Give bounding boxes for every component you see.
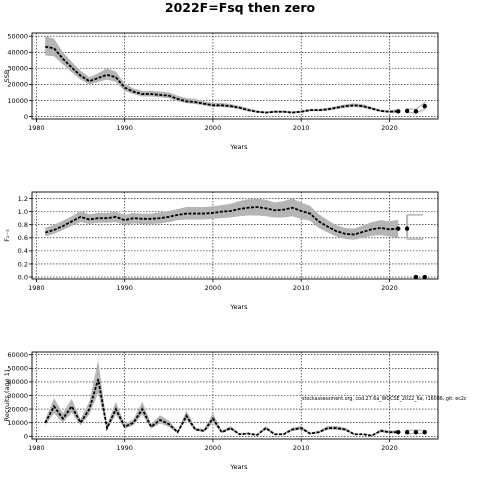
projection-point-ssb-2022: [404, 108, 410, 114]
y-tick-label: 40000: [7, 49, 28, 57]
x-tick-label: 2000: [205, 124, 222, 132]
x-tick-label: 2020: [381, 284, 398, 292]
estimate-line-recruits: [44, 378, 399, 437]
confidence-band-ssb: [45, 36, 399, 114]
y-tick-label: 0.8: [18, 221, 28, 229]
projection-point-ssb-2024: [422, 103, 427, 109]
x-axis-label: Years: [229, 463, 248, 471]
x-tick-label: 2000: [205, 444, 222, 452]
y-tick-label: 0.0: [18, 273, 28, 281]
projection-point-ssb-2023: [413, 109, 419, 114]
y-tick-label: 0.4: [18, 247, 28, 255]
panel-recruits: 1980 1990 2000 2010 2020 0 10000 20000 30000 4000…: [3, 351, 439, 471]
y-tick-label: 0.2: [18, 260, 28, 268]
panel-f: 1980 1990 2000 2010 2020 0.0 0.2 0.4 0.6 0.8 1.0 1.…: [3, 191, 439, 311]
x-tick-label: 1980: [28, 284, 45, 292]
x-tick-label: 1980: [28, 124, 45, 132]
projection-point-recruits-2023: [413, 430, 419, 435]
y-tick-label: 10000: [7, 419, 28, 427]
y-tick-label: 50000: [7, 33, 28, 41]
projection-point-f-2022: [404, 226, 410, 231]
x-tick-label: 1990: [116, 284, 133, 292]
y-tick-label: 10000: [7, 97, 28, 105]
confidence-band-f: [45, 198, 399, 240]
y-tick-label: 20000: [7, 405, 28, 413]
x-tick-label: 2010: [293, 444, 310, 452]
x-tick-label: 1990: [116, 444, 133, 452]
projection-point-f-2023: [413, 274, 419, 280]
x-tick-label: 2020: [381, 124, 398, 132]
y-tick-label: 1.0: [18, 208, 28, 216]
projection-point-recruits-2021: [396, 430, 401, 435]
axes-frame-ssb: [31, 32, 439, 120]
y-tick-label: 1.2: [18, 195, 28, 203]
x-tick-label: 2020: [381, 444, 398, 452]
projection-point-ssb-2021: [396, 109, 401, 114]
x-tick-label: 1980: [28, 444, 45, 452]
panels: 1980 1990 2000 2010 202001000020000300004000…: [3, 32, 439, 471]
y-axis-label: F₂₋₅: [3, 229, 11, 242]
projection-point-recruits-2024: [422, 430, 427, 435]
watermark: stockassessment.org, cod.27.6a_WGCSE_202…: [302, 396, 467, 402]
panel-ssb: 1980 1990 2000 2010 2020 0 10000 20000 30000 4000…: [3, 32, 439, 151]
y-tick-label: 40000: [7, 378, 28, 386]
y-tick-label: 30000: [7, 392, 28, 400]
x-axis-label: Years: [229, 143, 248, 151]
x-axis-label: Years: [229, 303, 248, 311]
y-tick-label: 60000: [7, 351, 28, 359]
y-axis-label: Recruits (age 1): [3, 370, 11, 422]
y-tick-label: 20000: [7, 81, 28, 89]
x-tick-label: 1990: [116, 124, 133, 132]
estimate-line-f: [44, 206, 399, 236]
y-tick-label: 0: [24, 113, 28, 121]
y-tick-label: 50000: [7, 365, 28, 373]
x-tick-label: 2000: [205, 284, 222, 292]
x-tick-label: 2010: [293, 284, 310, 292]
y-tick-label: 0: [24, 433, 28, 441]
estimate-line-ssb: [45, 45, 399, 114]
axes-frame-f: [31, 191, 439, 280]
projection-point-f-2024: [422, 274, 427, 280]
x-tick-label: 2010: [293, 124, 310, 132]
projection-point-recruits-2022: [404, 430, 410, 435]
projection-point-f-2021: [396, 226, 401, 231]
y-tick-label: 30000: [7, 65, 28, 73]
y-tick-label: 0.6: [18, 234, 28, 242]
figure-title: 2022F=Fsq then zero: [165, 0, 316, 15]
y-axis-label: SSB: [3, 70, 11, 83]
